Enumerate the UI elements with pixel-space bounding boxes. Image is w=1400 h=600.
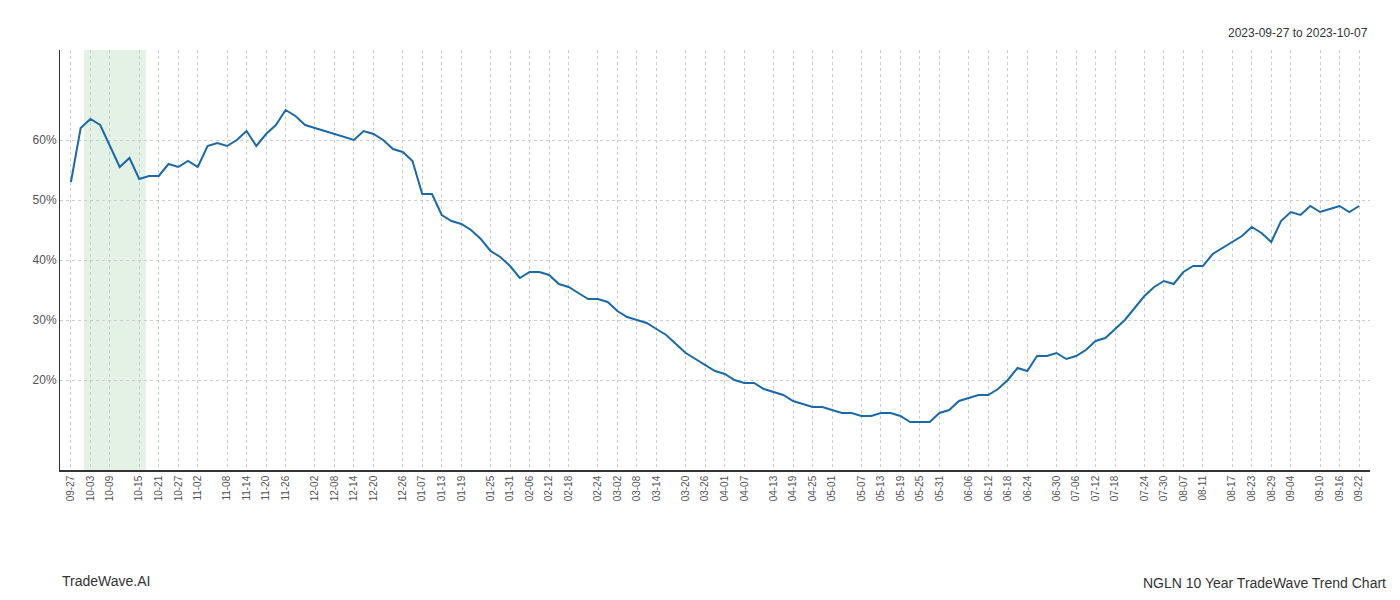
svg-text:04-01: 04-01: [719, 475, 730, 501]
svg-text:05-13: 05-13: [875, 475, 886, 501]
svg-text:09-16: 09-16: [1334, 475, 1345, 501]
svg-text:04-07: 04-07: [739, 475, 750, 501]
svg-text:02-12: 02-12: [543, 475, 554, 501]
svg-text:06-12: 06-12: [983, 475, 994, 501]
svg-text:05-07: 05-07: [856, 475, 867, 501]
svg-text:04-25: 04-25: [807, 475, 818, 501]
svg-text:03-20: 03-20: [680, 475, 691, 501]
svg-text:2023-09-27 to 2023-10-07: 2023-09-27 to 2023-10-07: [1228, 26, 1368, 40]
svg-text:02-06: 02-06: [524, 475, 535, 501]
svg-text:20%: 20%: [33, 373, 57, 387]
svg-text:12-08: 12-08: [329, 475, 340, 501]
svg-text:05-31: 05-31: [934, 475, 945, 501]
svg-text:TradeWave.AI: TradeWave.AI: [62, 573, 150, 589]
svg-text:10-27: 10-27: [173, 475, 184, 501]
svg-text:09-04: 09-04: [1285, 475, 1296, 501]
svg-text:10-03: 10-03: [85, 475, 96, 501]
svg-text:01-25: 01-25: [485, 475, 496, 501]
svg-text:04-19: 04-19: [787, 475, 798, 501]
svg-text:12-02: 12-02: [309, 475, 320, 501]
svg-text:03-14: 03-14: [651, 475, 662, 501]
svg-text:11-26: 11-26: [280, 475, 291, 500]
svg-text:08-07: 08-07: [1178, 475, 1189, 501]
svg-text:03-26: 03-26: [699, 475, 710, 501]
svg-text:05-25: 05-25: [914, 475, 925, 501]
svg-text:02-18: 02-18: [563, 475, 574, 501]
svg-text:60%: 60%: [33, 133, 57, 147]
svg-text:12-20: 12-20: [368, 475, 379, 501]
svg-text:10-09: 10-09: [104, 475, 115, 501]
svg-text:08-29: 08-29: [1266, 475, 1277, 501]
svg-text:06-24: 06-24: [1022, 475, 1033, 501]
svg-text:11-08: 11-08: [221, 475, 232, 500]
svg-text:07-18: 07-18: [1109, 475, 1120, 501]
svg-text:06-18: 06-18: [1002, 475, 1013, 501]
svg-text:03-08: 03-08: [631, 475, 642, 501]
svg-text:11-02: 11-02: [192, 475, 203, 500]
svg-text:50%: 50%: [33, 193, 57, 207]
svg-text:01-13: 01-13: [436, 475, 447, 501]
svg-text:40%: 40%: [33, 253, 57, 267]
svg-text:07-24: 07-24: [1139, 475, 1150, 501]
svg-text:02-24: 02-24: [592, 475, 603, 501]
svg-text:09-27: 09-27: [65, 475, 76, 501]
svg-text:09-10: 09-10: [1314, 475, 1325, 501]
svg-text:04-13: 04-13: [768, 475, 779, 501]
svg-text:07-30: 07-30: [1158, 475, 1169, 501]
svg-text:03-02: 03-02: [612, 475, 623, 501]
svg-text:08-23: 08-23: [1246, 475, 1257, 501]
svg-text:01-19: 01-19: [456, 475, 467, 501]
svg-text:11-14: 11-14: [241, 475, 252, 500]
svg-text:07-06: 07-06: [1070, 475, 1081, 501]
svg-text:12-14: 12-14: [348, 475, 359, 501]
svg-text:01-07: 01-07: [416, 475, 427, 501]
svg-text:05-01: 05-01: [826, 475, 837, 501]
svg-text:01-31: 01-31: [504, 475, 515, 501]
svg-text:11-20: 11-20: [260, 475, 271, 500]
svg-text:06-30: 06-30: [1051, 475, 1062, 501]
svg-text:NGLN 10 Year TradeWave Trend C: NGLN 10 Year TradeWave Trend Chart: [1143, 575, 1386, 591]
svg-text:08-11: 08-11: [1197, 475, 1208, 500]
svg-text:10-15: 10-15: [133, 475, 144, 501]
svg-text:07-12: 07-12: [1090, 475, 1101, 501]
svg-text:12-26: 12-26: [397, 475, 408, 501]
svg-text:08-17: 08-17: [1226, 475, 1237, 501]
svg-text:05-19: 05-19: [895, 475, 906, 501]
svg-text:10-21: 10-21: [153, 475, 164, 501]
svg-text:09-22: 09-22: [1353, 475, 1364, 501]
svg-text:30%: 30%: [33, 313, 57, 327]
svg-text:06-06: 06-06: [963, 475, 974, 501]
